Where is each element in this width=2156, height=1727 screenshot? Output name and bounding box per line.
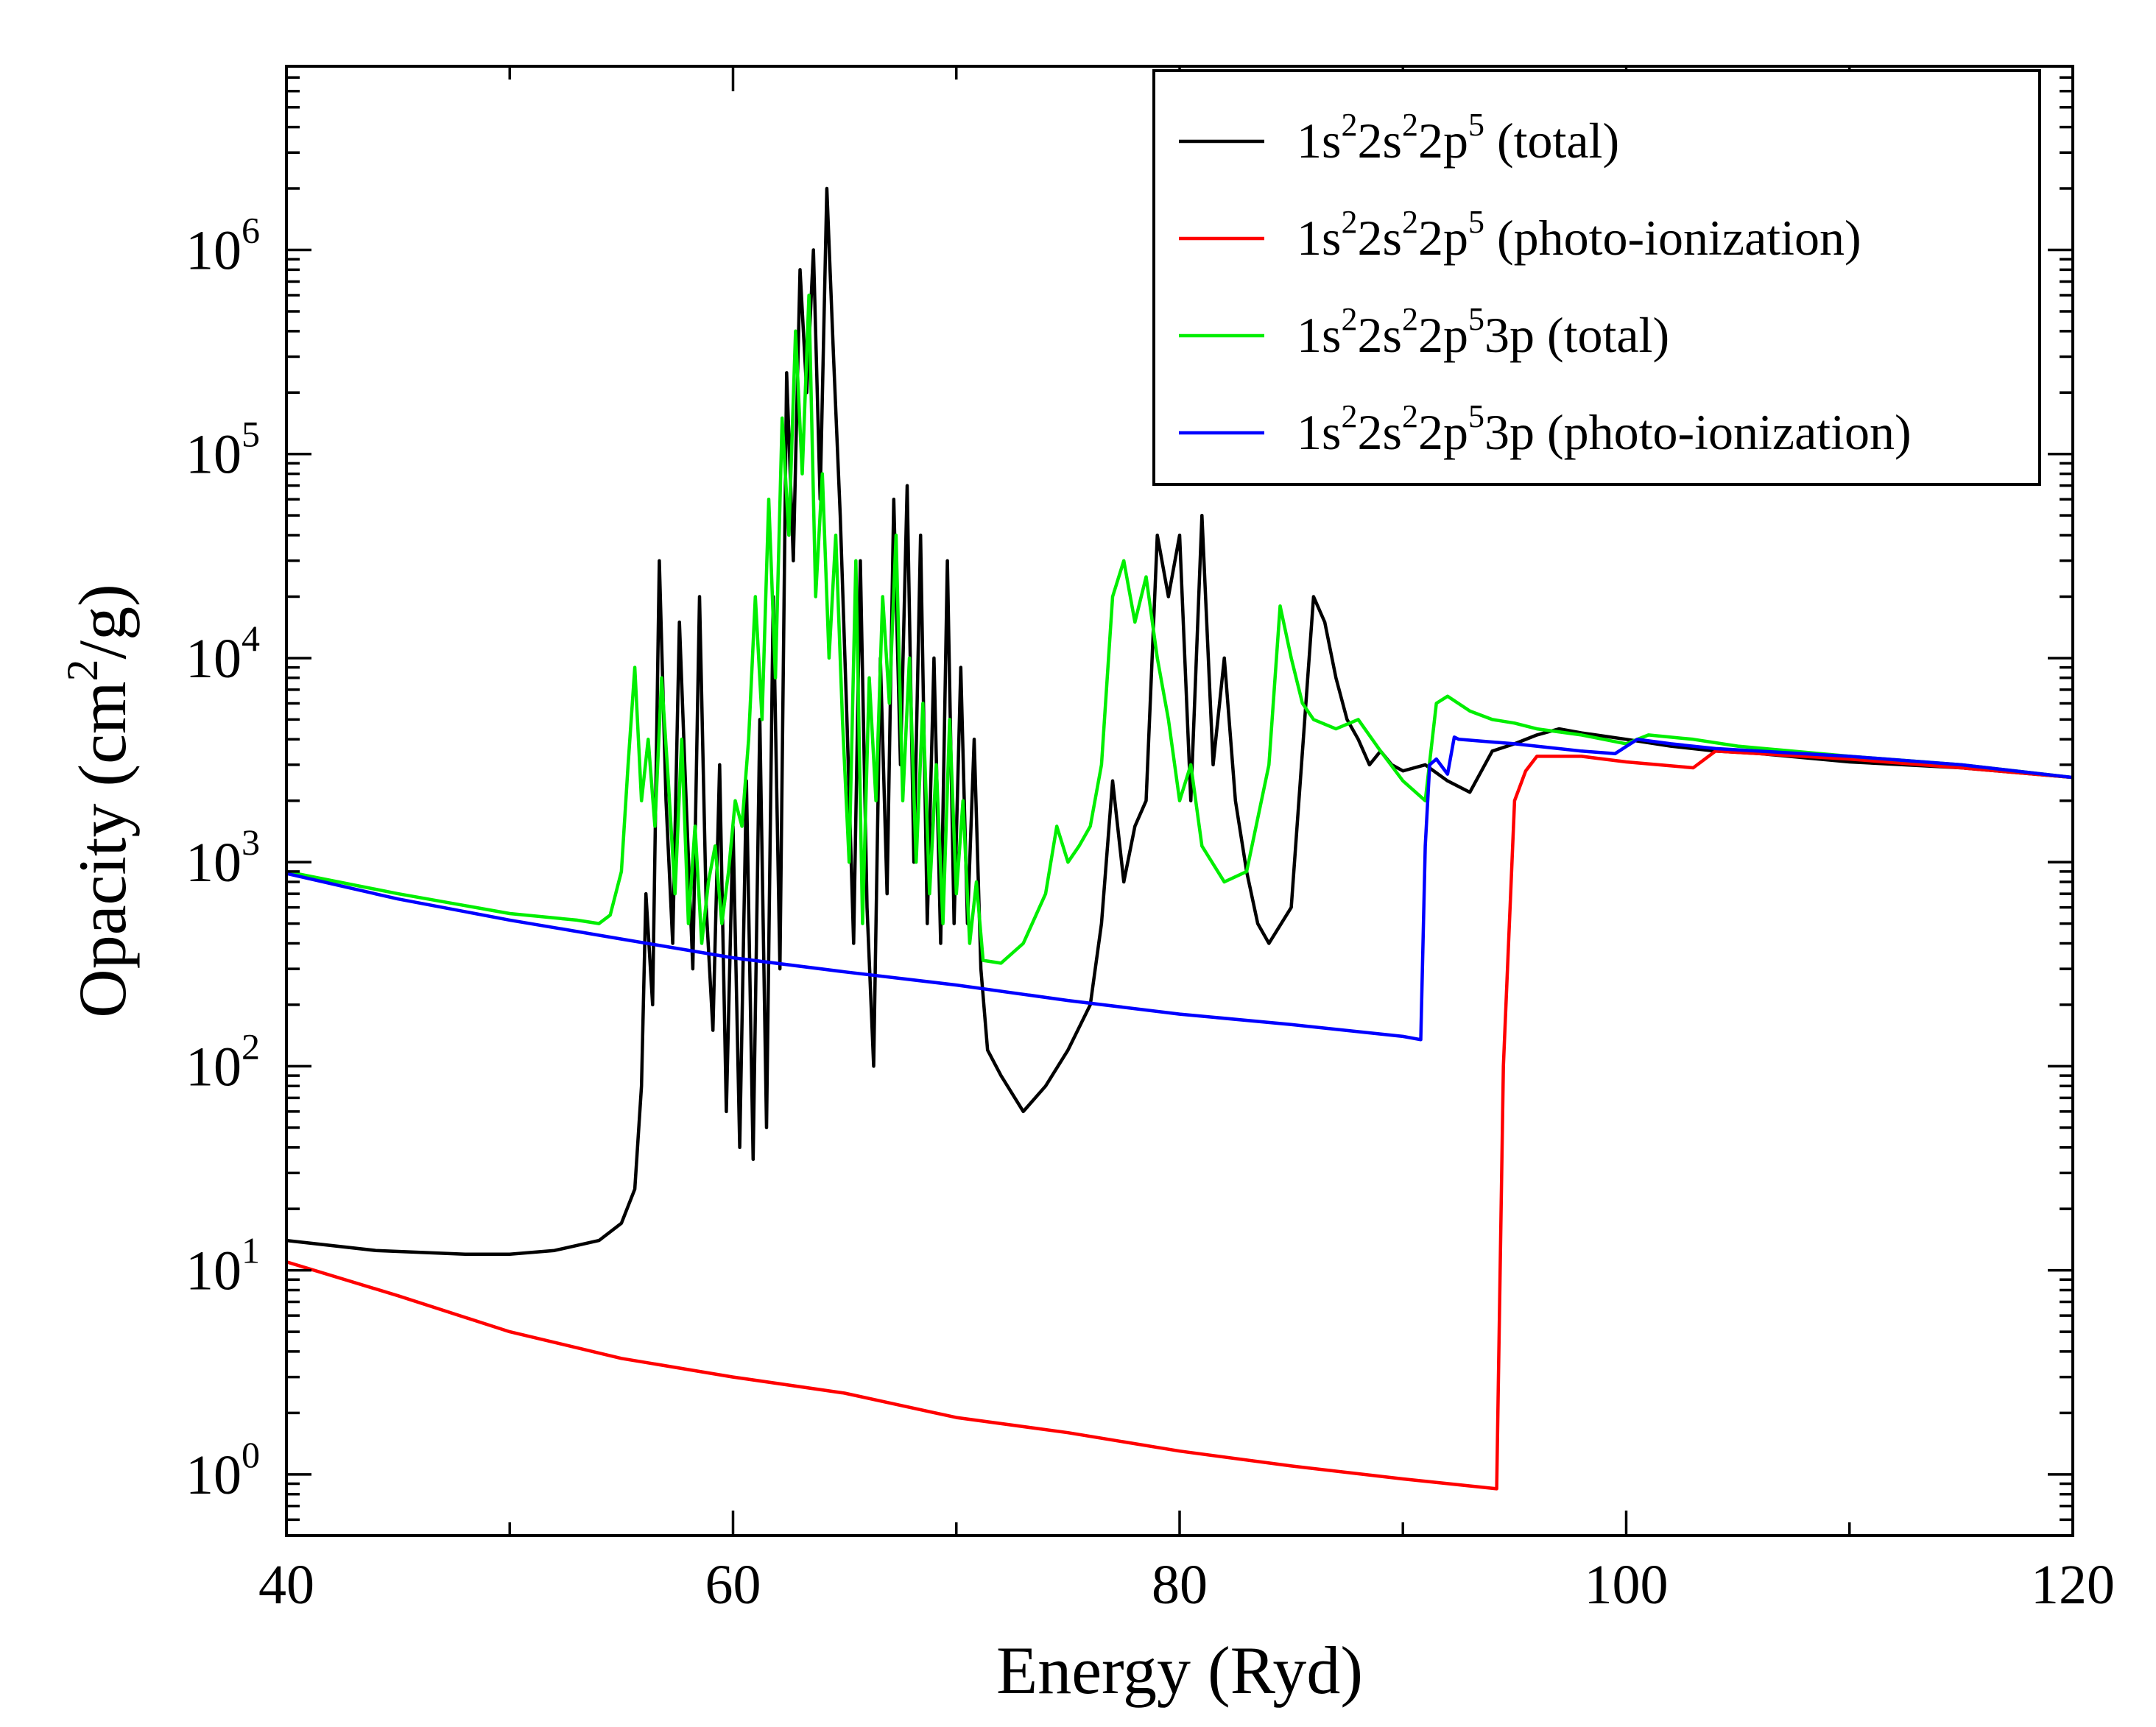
- y-tick-label: 104: [186, 618, 260, 690]
- y-tick-label: 100: [186, 1434, 260, 1506]
- x-tick-label: 100: [1585, 1554, 1669, 1616]
- labels-layer: 40 60 80 100 120 100 101 102 103 104 105 106 Energy …: [58, 210, 2115, 1709]
- legend: 1s22s22p5 (total) 1s22s22p5 (photo-ioniza…: [1152, 69, 2041, 486]
- y-tick-label: 103: [186, 822, 260, 894]
- legend-label-2: 1s22s22p5 (photo-ionization): [1297, 204, 1861, 266]
- x-tick-label: 80: [1152, 1554, 1208, 1616]
- x-tick-label: 120: [2031, 1554, 2115, 1616]
- ticks-layer: [285, 66, 2074, 1536]
- series-line-2: [286, 749, 2073, 1491]
- series-line-1: [286, 186, 2073, 1256]
- y-tick-label: 102: [186, 1025, 260, 1098]
- series-line-3: [286, 293, 2073, 965]
- y-tick-label: 106: [186, 210, 260, 282]
- x-axis-title: Energy (Ryd): [996, 1633, 1363, 1708]
- series-line-4: [286, 735, 2073, 1042]
- x-tick-label: 60: [705, 1554, 761, 1616]
- x-tick-label: 40: [258, 1554, 314, 1616]
- legend-box: [1152, 69, 2041, 486]
- legend-label-4: 1s22s22p53p (photo-ionization): [1297, 398, 1912, 460]
- y-tick-label: 105: [186, 414, 260, 486]
- legend-label-1: 1s22s22p5 (total): [1297, 107, 1619, 169]
- series-layer: [286, 186, 2073, 1491]
- y-tick-label: 101: [186, 1230, 260, 1302]
- y-axis-title: Opacity (cm2/g): [58, 584, 140, 1017]
- legend-label-3: 1s22s22p53p (total): [1297, 301, 1669, 363]
